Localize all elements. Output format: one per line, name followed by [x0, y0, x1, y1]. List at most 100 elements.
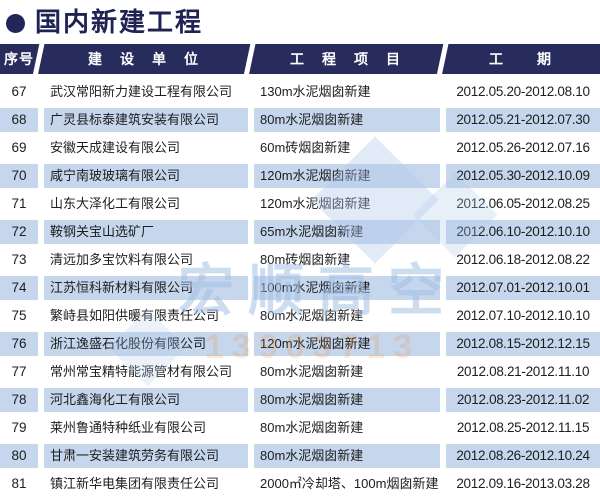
column-gap [248, 444, 254, 468]
period-cell: 2012.05.21-2012.07.30 [446, 108, 600, 132]
row-number-cell: 78 [0, 388, 38, 412]
column-gap [440, 164, 446, 188]
column-gap [38, 192, 44, 216]
table-row: 70 咸宁南玻玻璃有限公司 120m水泥烟囱新建 2012.05.30-2012… [0, 162, 600, 190]
table-row: 78 河北鑫海化工有限公司 80m水泥烟囱新建 2012.08.23-2012.… [0, 386, 600, 414]
company-cell: 清远加多宝饮料有限公司 [44, 248, 248, 272]
period-cell: 2012.07.01-2012.10.01 [446, 276, 600, 300]
row-number-cell: 73 [0, 248, 38, 272]
column-gap [440, 276, 446, 300]
column-gap [440, 472, 446, 496]
table-row: 69 安徽天成建设有限公司 60m砖烟囱新建 2012.05.26-2012.0… [0, 134, 600, 162]
company-cell: 镇江新华电集团有限责任公司 [44, 472, 248, 496]
column-gap [248, 472, 254, 496]
table-row: 72 鞍钢关宝山选矿厂 65m水泥烟囱新建 2012.06.10-2012.10… [0, 218, 600, 246]
period-cell: 2012.05.20-2012.08.10 [446, 80, 600, 104]
period-cell: 2012.07.10-2012.10.10 [446, 304, 600, 328]
company-cell: 广灵县标泰建筑安装有限公司 [44, 108, 248, 132]
company-cell: 常州常宝精特能源管材有限公司 [44, 360, 248, 384]
table-body: 67 武汉常阳新力建设工程有限公司 130m水泥烟囱新建 2012.05.20-… [0, 78, 600, 500]
project-cell: 2000㎡冷却塔、100m烟囱新建 [254, 472, 440, 496]
bullet-icon [6, 13, 25, 33]
column-gap [38, 220, 44, 244]
project-cell: 80m水泥烟囱新建 [254, 416, 440, 440]
column-gap [248, 276, 254, 300]
page-header: 国内新建工程 [0, 0, 600, 44]
project-cell: 80m水泥烟囱新建 [254, 108, 440, 132]
row-number-cell: 81 [0, 472, 38, 496]
project-cell: 80m砖烟囱新建 [254, 248, 440, 272]
column-gap [440, 108, 446, 132]
column-gap [248, 388, 254, 412]
row-number-cell: 74 [0, 276, 38, 300]
row-number-cell: 72 [0, 220, 38, 244]
table-row: 74 江苏恒科新材料有限公司 100m水泥烟囱新建 2012.07.01-201… [0, 274, 600, 302]
table-row: 80 甘肃一安装建筑劳务有限公司 80m水泥烟囱新建 2012.08.26-20… [0, 442, 600, 470]
column-gap [440, 248, 446, 272]
table-row: 68 广灵县标泰建筑安装有限公司 80m水泥烟囱新建 2012.05.21-20… [0, 106, 600, 134]
column-gap [440, 444, 446, 468]
company-cell: 江苏恒科新材料有限公司 [44, 276, 248, 300]
table-row: 73 清远加多宝饮料有限公司 80m砖烟囱新建 2012.06.18-2012.… [0, 246, 600, 274]
column-gap [248, 360, 254, 384]
column-gap [248, 164, 254, 188]
company-cell: 武汉常阳新力建设工程有限公司 [44, 80, 248, 104]
column-gap [248, 220, 254, 244]
column-gap [440, 80, 446, 104]
project-cell: 80m水泥烟囱新建 [254, 444, 440, 468]
company-cell: 河北鑫海化工有限公司 [44, 388, 248, 412]
project-cell: 100m水泥烟囱新建 [254, 276, 440, 300]
row-number-cell: 67 [0, 80, 38, 104]
column-gap [440, 304, 446, 328]
table-row: 79 莱州鲁通特种纸业有限公司 80m水泥烟囱新建 2012.08.25-201… [0, 414, 600, 442]
table-row: 77 常州常宝精特能源管材有限公司 80m水泥烟囱新建 2012.08.21-2… [0, 358, 600, 386]
project-cell: 80m水泥烟囱新建 [254, 388, 440, 412]
column-header-period: 工 期 [489, 51, 553, 67]
column-gap [440, 360, 446, 384]
table-row: 76 浙江逸盛石化股份有限公司 120m水泥烟囱新建 2012.08.15-20… [0, 330, 600, 358]
company-cell: 山东大泽化工有限公司 [44, 192, 248, 216]
column-gap [38, 444, 44, 468]
period-cell: 2012.05.30-2012.10.09 [446, 164, 600, 188]
column-gap [248, 332, 254, 356]
project-cell: 130m水泥烟囱新建 [254, 80, 440, 104]
period-cell: 2012.08.23-2012.11.02 [446, 388, 600, 412]
column-gap [248, 80, 254, 104]
column-gap [38, 304, 44, 328]
column-gap [248, 416, 254, 440]
row-number-cell: 69 [0, 136, 38, 160]
column-gap [440, 192, 446, 216]
company-cell: 安徽天成建设有限公司 [44, 136, 248, 160]
table-row: 67 武汉常阳新力建设工程有限公司 130m水泥烟囱新建 2012.05.20-… [0, 78, 600, 106]
period-cell: 2012.06.18-2012.08.22 [446, 248, 600, 272]
period-cell: 2012.08.25-2012.11.15 [446, 416, 600, 440]
column-gap [38, 108, 44, 132]
row-number-cell: 76 [0, 332, 38, 356]
column-gap [38, 136, 44, 160]
column-gap [248, 192, 254, 216]
column-gap [440, 136, 446, 160]
column-gap [38, 472, 44, 496]
company-cell: 咸宁南玻玻璃有限公司 [44, 164, 248, 188]
column-gap [440, 388, 446, 412]
column-header-no: 序号 [4, 51, 34, 67]
column-header-company: 建 设 单 位 [88, 51, 200, 67]
project-cell: 120m水泥烟囱新建 [254, 332, 440, 356]
row-number-cell: 71 [0, 192, 38, 216]
column-gap [248, 304, 254, 328]
column-gap [248, 136, 254, 160]
column-gap [38, 388, 44, 412]
project-cell: 60m砖烟囱新建 [254, 136, 440, 160]
project-cell: 80m水泥烟囱新建 [254, 304, 440, 328]
table-row: 71 山东大泽化工有限公司 120m水泥烟囱新建 2012.06.05-2012… [0, 190, 600, 218]
row-number-cell: 75 [0, 304, 38, 328]
period-cell: 2012.08.21-2012.11.10 [446, 360, 600, 384]
column-gap [248, 248, 254, 272]
column-gap [38, 248, 44, 272]
column-gap [440, 220, 446, 244]
project-cell: 65m水泥烟囱新建 [254, 220, 440, 244]
company-cell: 浙江逸盛石化股份有限公司 [44, 332, 248, 356]
table-row: 81 镇江新华电集团有限责任公司 2000㎡冷却塔、100m烟囱新建 2012.… [0, 470, 600, 498]
column-gap [38, 332, 44, 356]
